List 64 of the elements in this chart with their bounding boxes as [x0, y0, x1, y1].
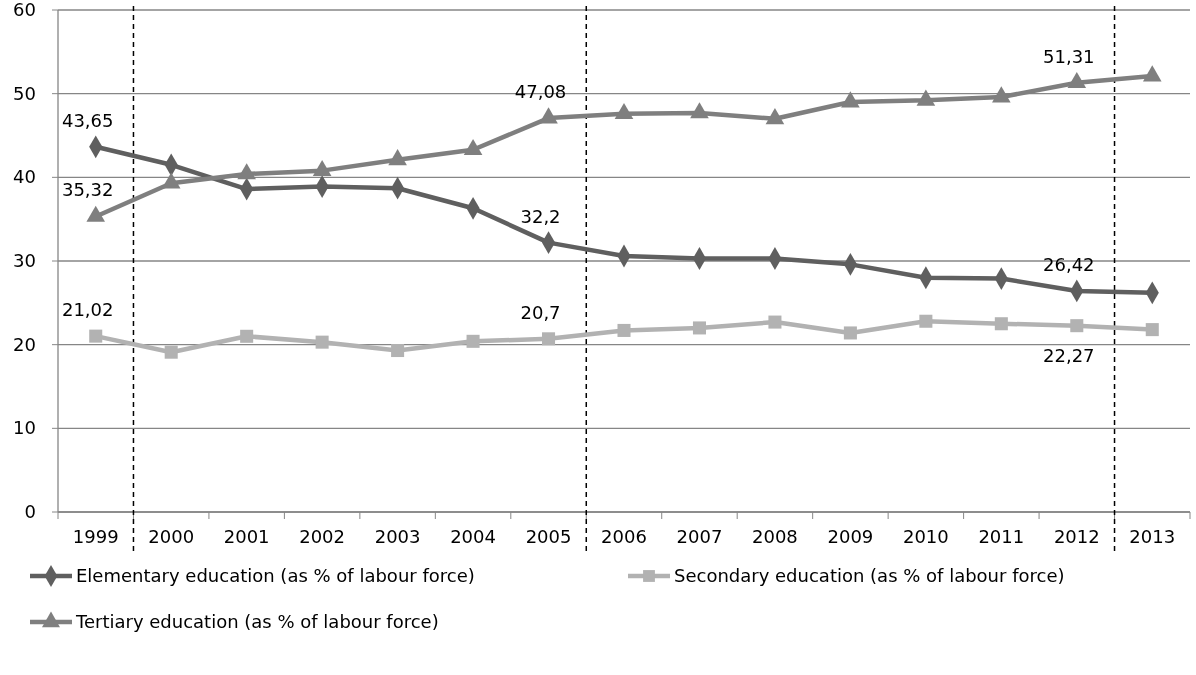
- point: [86, 205, 106, 222]
- x-tick-label: 2013: [1129, 526, 1176, 547]
- point: [992, 86, 1011, 103]
- y-tick-label: 10: [13, 417, 36, 439]
- point: [391, 344, 405, 358]
- y-tick-label: 0: [24, 501, 36, 522]
- point: [315, 335, 329, 349]
- point: [841, 91, 860, 108]
- y-tick-label: 50: [13, 82, 36, 104]
- point: [463, 138, 483, 156]
- x-tick-label: 2011: [978, 526, 1025, 547]
- x-tick-label: 2004: [450, 526, 496, 547]
- data-label: 26,42: [1043, 253, 1095, 275]
- point: [690, 102, 709, 119]
- data-label: 43,65: [61, 109, 114, 131]
- point: [164, 345, 178, 359]
- x-tick-label: 2006: [601, 526, 647, 547]
- data-label: 51,31: [1043, 45, 1095, 67]
- point: [919, 314, 933, 328]
- point: [240, 329, 254, 343]
- point: [617, 323, 631, 337]
- point: [1067, 71, 1087, 89]
- point: [1142, 65, 1162, 82]
- y-tick-label: 60: [13, 0, 36, 20]
- x-tick-label: 1999: [72, 526, 119, 547]
- point: [916, 89, 936, 106]
- data-label: 47,08: [514, 81, 567, 103]
- point: [1145, 323, 1159, 337]
- point: [542, 332, 556, 346]
- x-tick-label: 2008: [752, 526, 798, 547]
- y-tick-label: 30: [13, 250, 36, 271]
- legend-label: Tertiary education (as % of labour force): [75, 611, 439, 632]
- point: [768, 315, 782, 329]
- point: [994, 317, 1008, 331]
- point: [614, 103, 634, 120]
- point: [312, 159, 332, 177]
- x-tick-label: 2007: [676, 526, 723, 547]
- x-tick-label: 2003: [374, 526, 421, 547]
- point: [161, 172, 181, 189]
- legend-label: Secondary education (as % of labour force): [674, 565, 1065, 586]
- x-tick-label: 2012: [1053, 526, 1100, 547]
- data-label: 35,32: [61, 179, 114, 201]
- point: [765, 108, 785, 125]
- point: [237, 163, 256, 180]
- legend-label: Elementary education (as % of labour force): [76, 565, 475, 586]
- point: [388, 149, 407, 166]
- point: [843, 326, 857, 340]
- x-tick-label: 2001: [223, 526, 270, 547]
- x-tick-label: 2009: [827, 526, 874, 547]
- point: [692, 321, 706, 335]
- y-tick-label: 20: [13, 333, 36, 355]
- data-label: 32,2: [520, 205, 561, 227]
- point: [466, 334, 480, 348]
- y-tick-label: 40: [13, 166, 36, 188]
- x-tick-label: 2010: [902, 526, 949, 547]
- data-label: 20,7: [520, 301, 561, 323]
- point: [89, 329, 103, 343]
- x-tick-label: 2002: [299, 526, 346, 547]
- point: [1070, 319, 1084, 333]
- point: [539, 107, 558, 124]
- data-label: 22,27: [1043, 344, 1095, 366]
- data-label: 21,02: [61, 299, 114, 321]
- x-tick-label: 2000: [148, 526, 195, 547]
- x-tick-label: 2005: [525, 526, 572, 547]
